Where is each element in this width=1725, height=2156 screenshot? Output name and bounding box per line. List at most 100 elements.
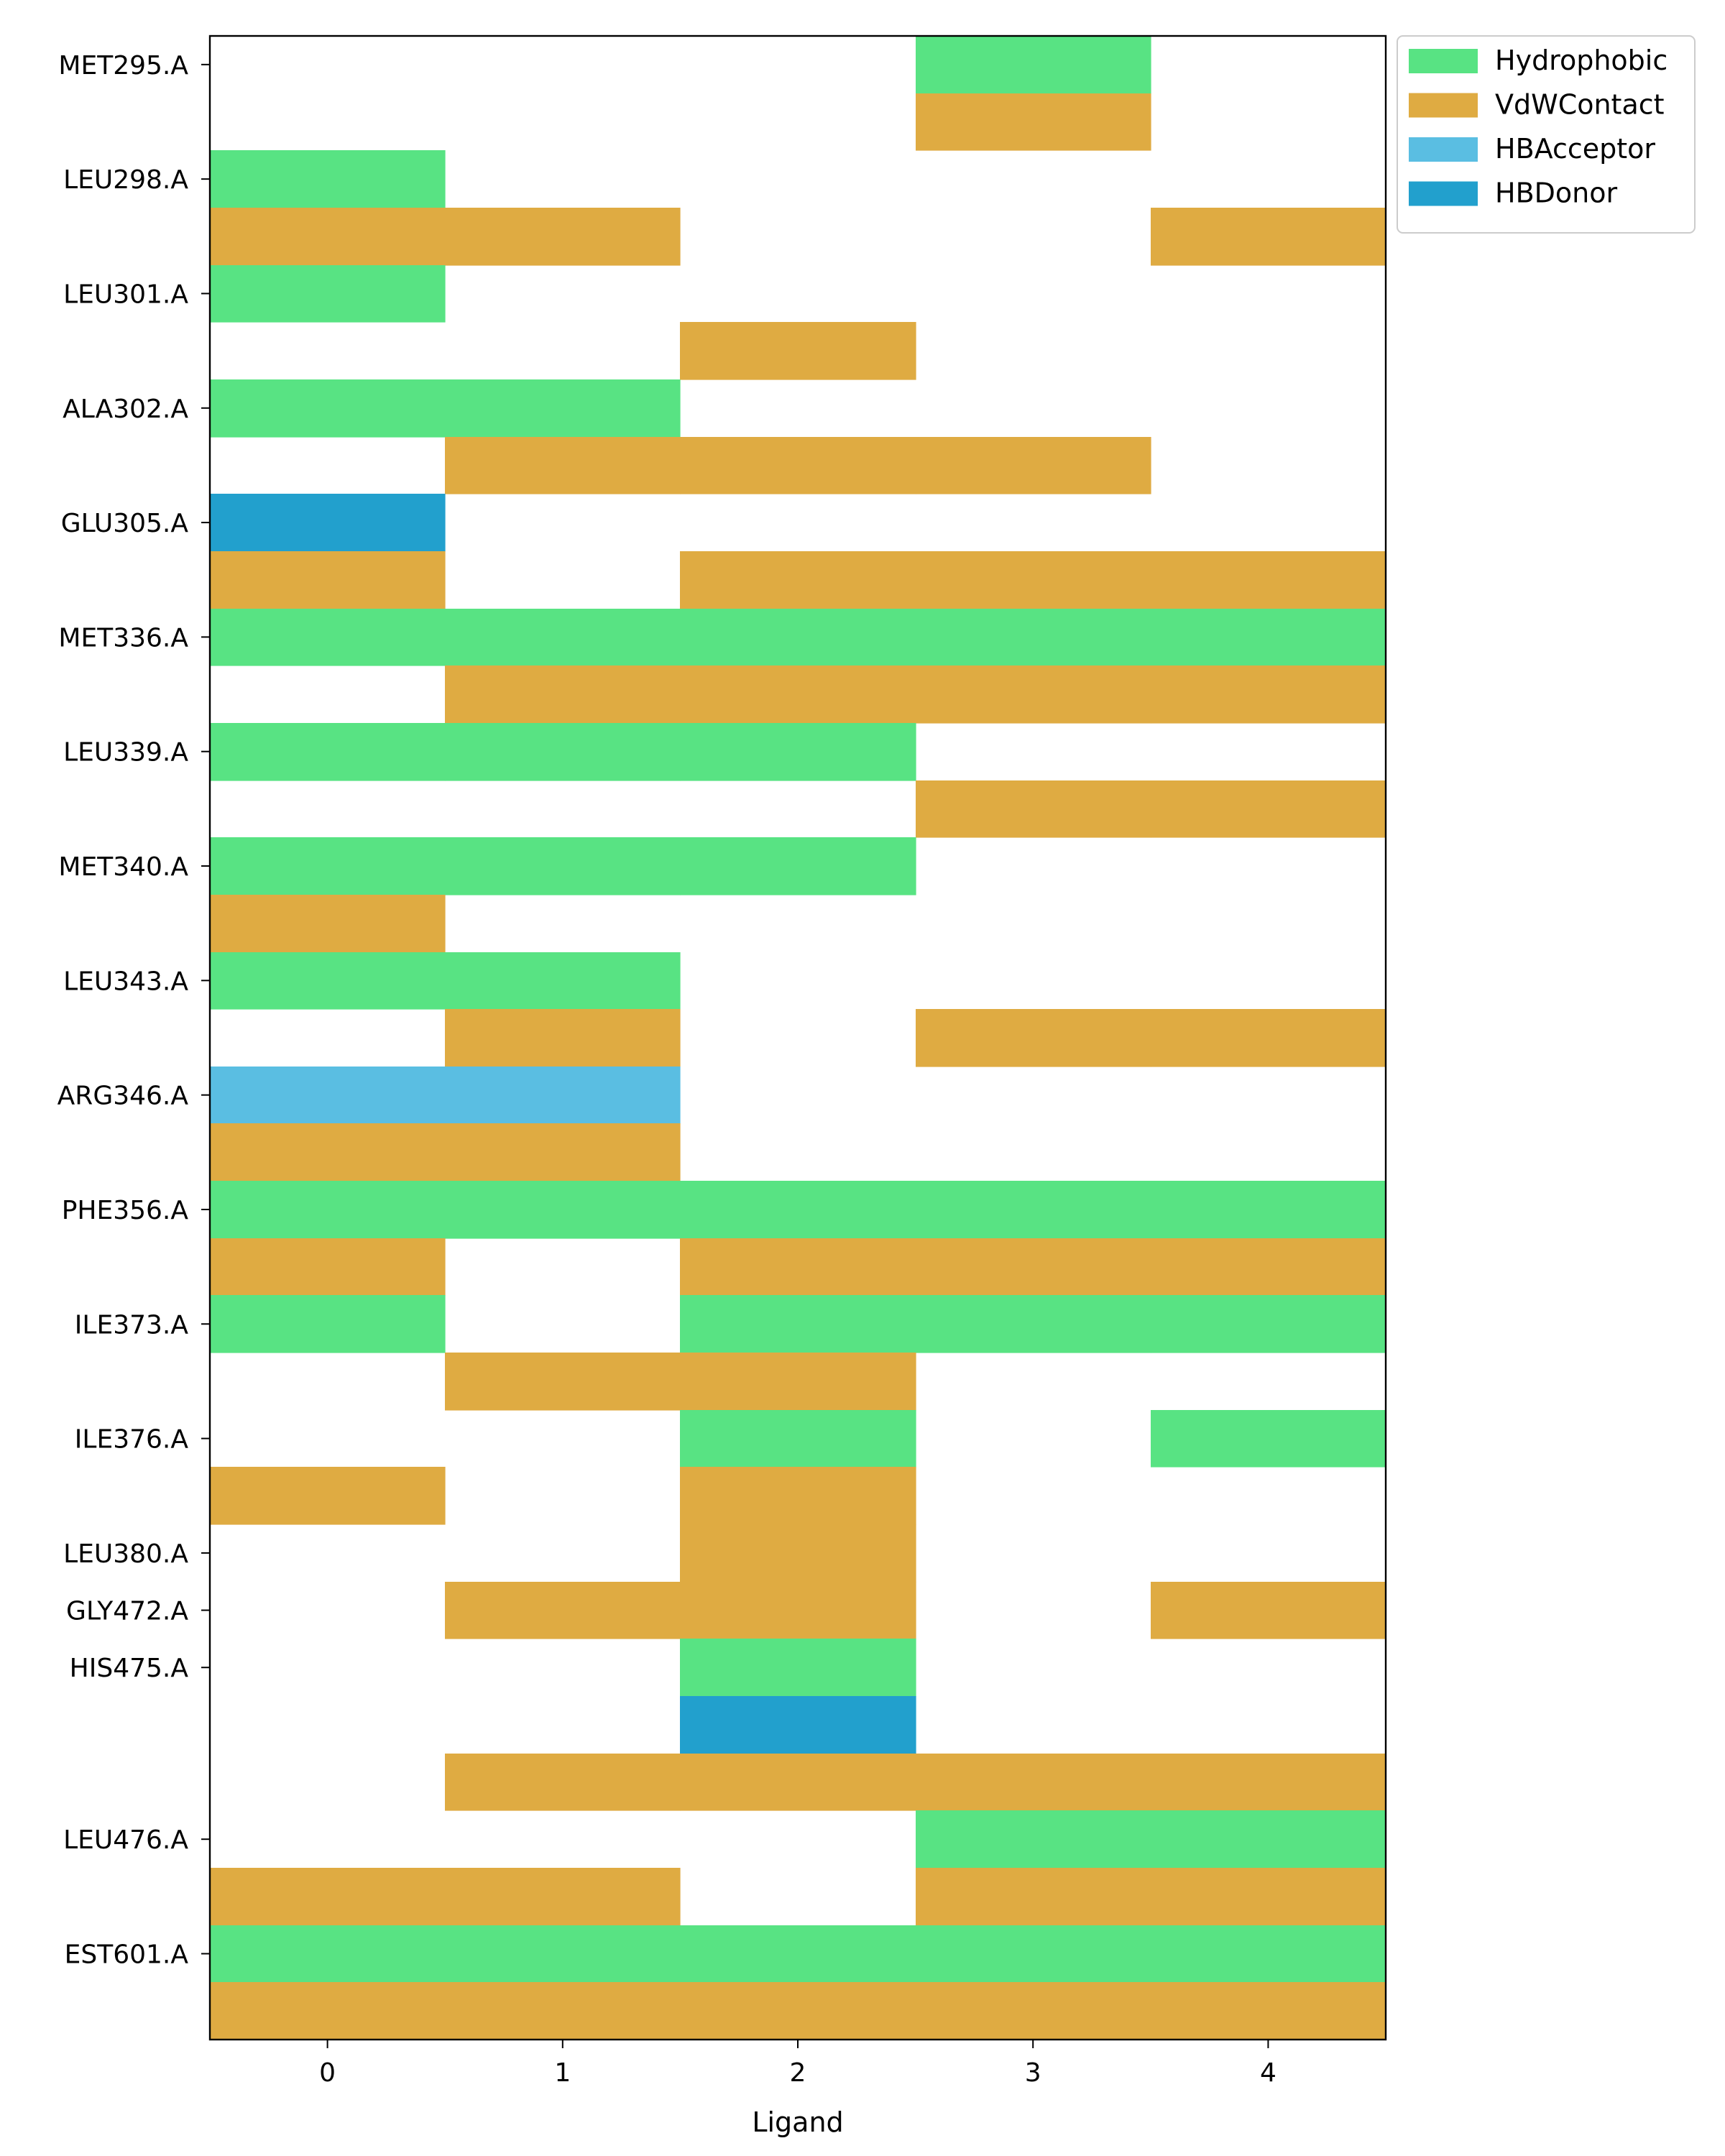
heatmap-cell-vdwcontact-r32-c4 <box>1151 1868 1386 1926</box>
y-tick-label: ILE376.A <box>75 1425 189 1455</box>
legend-swatch-hydrophobic <box>1409 49 1478 73</box>
heatmap-cell-hydrophobic-r10-c2 <box>680 609 916 666</box>
heatmap-cell-vdwcontact-r9-c3 <box>916 551 1151 609</box>
heatmap-cell-hydrophobic-r16-c1 <box>445 952 681 1010</box>
heatmap-cell-vdwcontact-r32-c1 <box>445 1868 681 1926</box>
y-tick-label: GLU305.A <box>61 509 189 538</box>
heatmap-cell-vdwcontact-r30-c4 <box>1151 1754 1386 1811</box>
heatmap-cell-vdwcontact-r21-c4 <box>1151 1238 1386 1296</box>
heatmap-cell-vdwcontact-r34-c1 <box>445 1982 681 2040</box>
legend-label-hbacceptor: HBAcceptor <box>1495 133 1655 165</box>
heatmap-cell-hydrophobic-r12-c0 <box>210 723 446 781</box>
y-tick-label: GLY472.A <box>66 1597 188 1626</box>
legend-label-hydrophobic: Hydrophobic <box>1495 45 1668 76</box>
heatmap-cell-hydrophobic-r31-c4 <box>1151 1810 1386 1869</box>
x-axis-ticks: 0 1 2 3 4 <box>319 2040 1276 2088</box>
legend-swatch-hbdonor <box>1409 181 1478 206</box>
heatmap-cell-hydrophobic-r20-c0 <box>210 1181 446 1239</box>
heatmap-cell-vdwcontact-r9-c0 <box>210 551 446 609</box>
heatmap-cell-hydrophobic-r12-c2 <box>680 723 916 781</box>
heatmap-cell-vdwcontact-r26-c2 <box>680 1524 916 1583</box>
heatmap-cell-vdwcontact-r17-c4 <box>1151 1009 1386 1067</box>
heatmap-cell-vdwcontact-r34-c4 <box>1151 1982 1386 2040</box>
heatmap-cell-vdwcontact-r13-c3 <box>916 780 1151 838</box>
heatmap-cell-vdwcontact-r11-c2 <box>680 665 916 724</box>
heatmap-cell-hydrophobic-r31-c3 <box>916 1810 1151 1869</box>
heatmap-cell-vdwcontact-r11-c4 <box>1151 665 1386 724</box>
y-tick-label: ARG346.A <box>58 1082 189 1111</box>
heatmap-cell-vdwcontact-r9-c4 <box>1151 551 1386 609</box>
y-tick-label: LEU343.A <box>63 967 188 996</box>
heatmap-cell-vdwcontact-r11-c3 <box>916 665 1151 724</box>
heatmap-cell-vdwcontact-r9-c2 <box>680 551 916 609</box>
y-tick-label: ILE373.A <box>75 1310 189 1340</box>
heatmap-cell-hydrophobic-r20-c3 <box>916 1181 1151 1239</box>
heatmap-cell-hydrophobic-r6-c1 <box>445 379 681 438</box>
heatmap-cell-hydrophobic-r20-c4 <box>1151 1181 1386 1239</box>
y-tick-label: LEU476.A <box>63 1825 188 1855</box>
x-tick-label: 3 <box>1025 2058 1041 2088</box>
heatmap-cell-hydrophobic-r10-c0 <box>210 609 446 666</box>
heatmap-cell-hydrophobic-r16-c0 <box>210 952 446 1010</box>
heatmap-cell-vdwcontact-r7-c2 <box>680 437 916 494</box>
heatmap-cell-vdwcontact-r21-c0 <box>210 1238 446 1296</box>
heatmap-cell-hydrophobic-r28-c2 <box>680 1639 916 1697</box>
x-axis-label: Ligand <box>752 2106 843 2138</box>
legend: Hydrophobic VdWContact HBAcceptor HBDonor <box>1397 35 1696 234</box>
heatmap-cell-hydrophobic-r10-c3 <box>916 609 1151 666</box>
x-tick-label: 2 <box>790 2058 806 2088</box>
heatmap-cell-hydrophobic-r22-c0 <box>210 1295 446 1353</box>
heatmap-cell-hydrophobic-r14-c1 <box>445 837 681 895</box>
y-tick-label: LEU380.A <box>63 1539 188 1569</box>
y-tick-label: MET295.A <box>58 51 188 80</box>
legend-swatch-vdwcontact <box>1409 93 1478 118</box>
heatmap-cell-vdwcontact-r15-c0 <box>210 895 446 953</box>
heatmap-cell-vdwcontact-r30-c3 <box>916 1754 1151 1811</box>
y-tick-label: HIS475.A <box>70 1654 189 1683</box>
legend-label-hbdonor: HBDonor <box>1495 178 1617 209</box>
y-tick-label: MET336.A <box>58 623 188 653</box>
heatmap-cell-hydrophobic-r33-c3 <box>916 1925 1151 1983</box>
heatmap-cell-hydrophobic-r33-c4 <box>1151 1925 1386 1983</box>
heatmap-cell-hydrophobic-r20-c2 <box>680 1181 916 1239</box>
heatmap-cell-hbdonor-r29-c2 <box>680 1696 916 1754</box>
heatmap-cell-vdwcontact-r3-c0 <box>210 208 446 266</box>
heatmap-cell-hydrophobic-r22-c3 <box>916 1295 1151 1353</box>
heatmap-cell-hydrophobic-r2-c0 <box>210 150 446 208</box>
heatmap-cell-vdwcontact-r7-c3 <box>916 437 1151 494</box>
heatmap-cell-vdwcontact-r1-c3 <box>916 93 1151 151</box>
y-tick-label: LEU301.A <box>63 280 188 309</box>
heatmap-cell-vdwcontact-r11-c1 <box>445 665 681 724</box>
y-axis-ticks: MET295.A LEU298.A LEU301.A ALA302.A GLU305.A… <box>58 51 210 1970</box>
heatmap-cell-hydrophobic-r33-c2 <box>680 1925 916 1983</box>
heatmap-cell-vdwcontact-r7-c1 <box>445 437 681 494</box>
y-tick-label: PHE356.A <box>62 1196 189 1225</box>
heatmap-cell-hydrophobic-r22-c4 <box>1151 1295 1386 1353</box>
heatmap-cell-vdwcontact-r32-c3 <box>916 1868 1151 1926</box>
heatmap-cell-vdwcontact-r13-c4 <box>1151 780 1386 838</box>
heatmap-cell-vdwcontact-r27-c2 <box>680 1582 916 1639</box>
heatmap-cell-hydrophobic-r6-c0 <box>210 379 446 438</box>
heatmap-cell-hydrophobic-r10-c4 <box>1151 609 1386 666</box>
heatmap-cell-vdwcontact-r30-c1 <box>445 1754 681 1811</box>
heatmap-cell-hbacceptor-r18-c1 <box>445 1067 681 1124</box>
heatmap-cell-vdwcontact-r3-c1 <box>445 208 681 266</box>
heatmap-cell-vdwcontact-r32-c0 <box>210 1868 446 1926</box>
heatmap-cell-vdwcontact-r17-c1 <box>445 1009 681 1067</box>
heatmap-cell-vdwcontact-r17-c3 <box>916 1009 1151 1067</box>
heatmap-cell-vdwcontact-r5-c2 <box>680 322 916 380</box>
heatmap-cell-hydrophobic-r14-c0 <box>210 837 446 895</box>
heatmap-cell-vdwcontact-r19-c0 <box>210 1123 446 1181</box>
heatmap-cell-vdwcontact-r23-c1 <box>445 1353 681 1411</box>
x-tick-label: 4 <box>1260 2058 1276 2088</box>
heatmap-cell-hydrophobic-r24-c2 <box>680 1410 916 1468</box>
legend-label-vdwcontact: VdWContact <box>1495 89 1665 121</box>
heatmap-cell-vdwcontact-r23-c2 <box>680 1353 916 1411</box>
heatmap-cell-hydrophobic-r10-c1 <box>445 609 681 666</box>
heatmap-cell-vdwcontact-r27-c1 <box>445 1582 681 1639</box>
heatmap-cell-vdwcontact-r30-c2 <box>680 1754 916 1811</box>
y-tick-label: LEU339.A <box>63 738 188 768</box>
y-tick-label: MET340.A <box>58 852 188 882</box>
y-tick-label: ALA302.A <box>63 395 188 424</box>
